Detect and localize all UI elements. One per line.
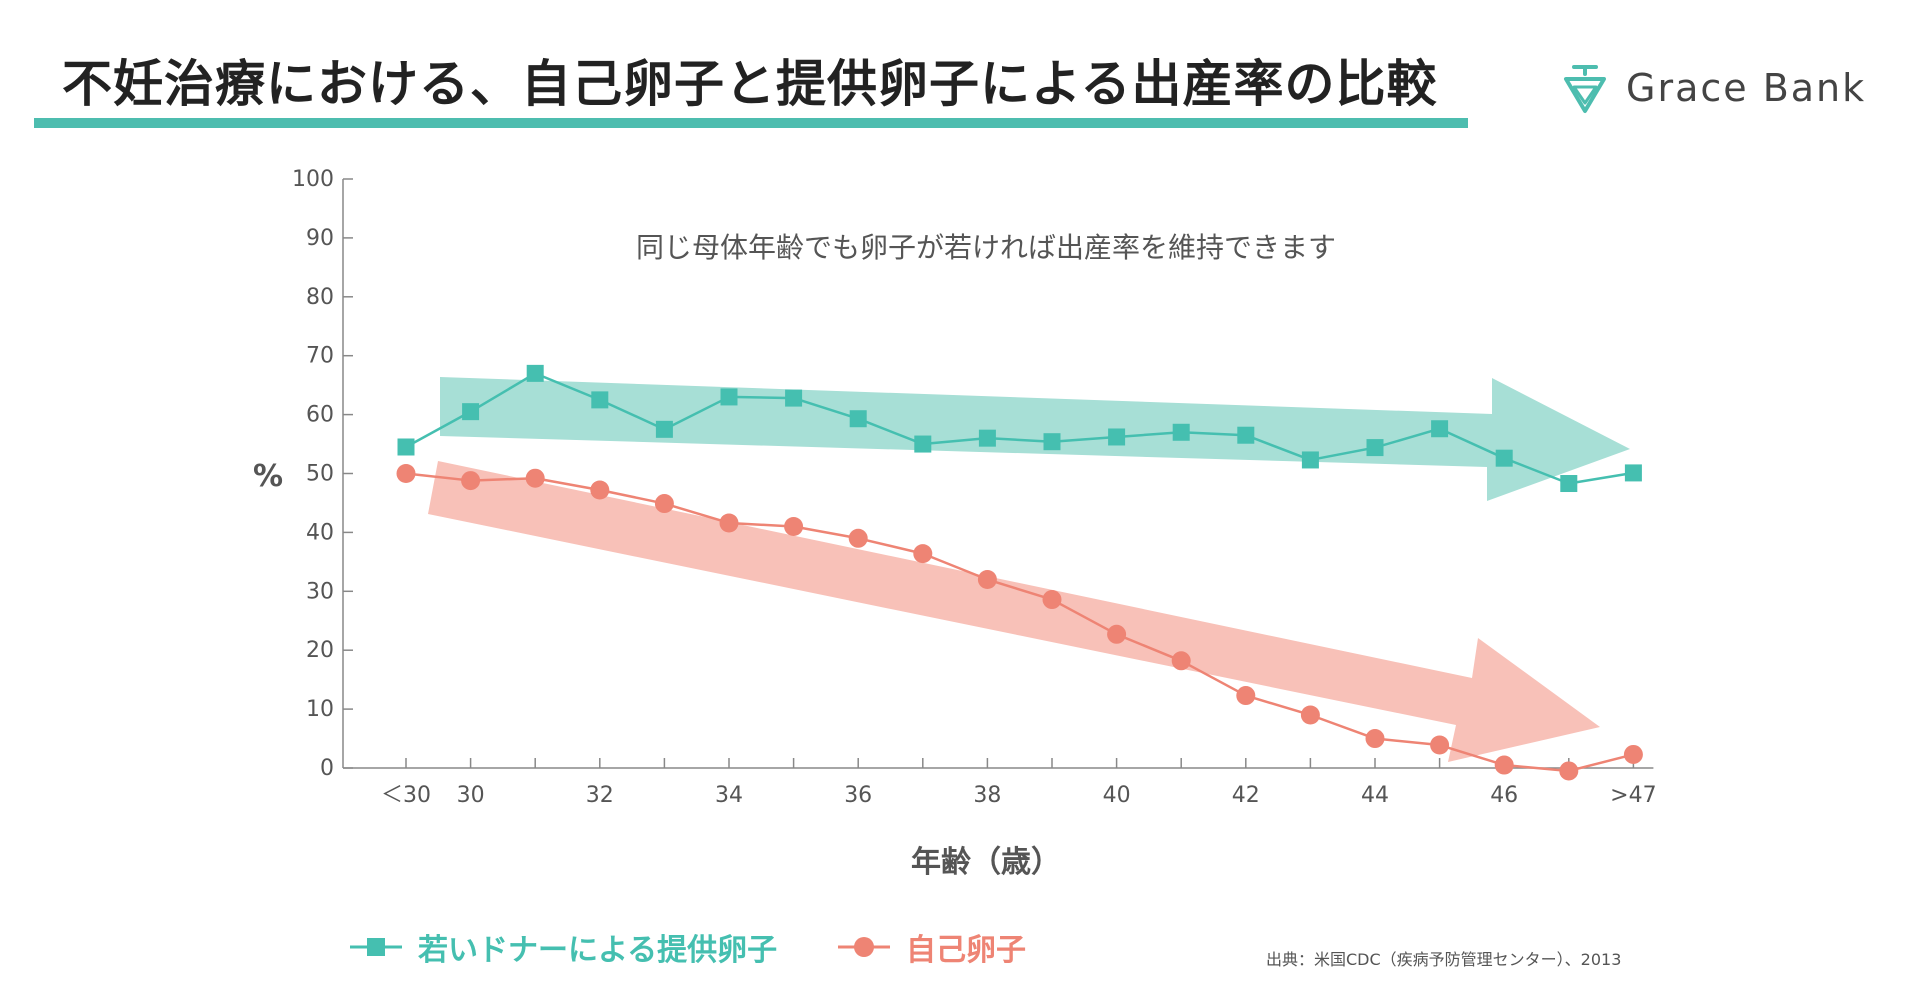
donor-data-point bbox=[720, 388, 738, 406]
own-data-point bbox=[848, 528, 868, 548]
own-data-point bbox=[590, 480, 610, 500]
donor-data-point bbox=[1237, 426, 1255, 444]
donor-data-point bbox=[978, 429, 996, 447]
donor-data-point bbox=[526, 364, 544, 382]
own-trend-arrow bbox=[428, 461, 1600, 762]
x-axis-title: 年齢（歳） bbox=[911, 845, 1061, 880]
donor-data-point bbox=[655, 420, 673, 438]
own-data-point bbox=[1623, 744, 1643, 764]
y-tick-label: 80 bbox=[306, 285, 334, 310]
donor-data-point bbox=[1043, 433, 1061, 451]
own-data-point bbox=[1430, 735, 1450, 755]
x-tick-label: 34 bbox=[715, 783, 743, 808]
source-note: 出典：米国CDC（疾病予防管理センター）、2013 bbox=[1266, 950, 1622, 969]
brand-logo[interactable]: Grace Bank bbox=[1560, 58, 1866, 118]
donor-data-point bbox=[1301, 451, 1319, 469]
series-line-donor bbox=[405, 372, 1634, 485]
own-data-point bbox=[1494, 755, 1514, 775]
own-data-point bbox=[654, 494, 674, 514]
own-data-point bbox=[1559, 761, 1579, 781]
own-data-point bbox=[525, 468, 545, 488]
y-tick-label: 10 bbox=[306, 697, 334, 722]
x-tick-label: 42 bbox=[1232, 783, 1260, 808]
y-tick-label: 40 bbox=[306, 520, 334, 545]
donor-data-point bbox=[462, 403, 480, 421]
chart-annotation: 同じ母体年齢でも卵子が若ければ出産率を維持できます bbox=[636, 231, 1336, 264]
legend-square-marker-icon bbox=[350, 938, 402, 956]
x-tick-label: 32 bbox=[586, 783, 614, 808]
donor-data-point bbox=[397, 438, 415, 456]
y-tick-label: 0 bbox=[320, 756, 334, 781]
y-tick-label: 60 bbox=[306, 403, 334, 428]
y-tick-label: 90 bbox=[306, 226, 334, 251]
own-data-point bbox=[719, 513, 739, 533]
legend-donor-label: 若いドナーによる提供卵子 bbox=[418, 933, 778, 968]
donor-data-point bbox=[849, 410, 867, 428]
own-data-point bbox=[913, 544, 933, 564]
own-data-point bbox=[784, 517, 804, 537]
y-tick-label: 70 bbox=[306, 344, 334, 369]
legend-own: 自己卵子 bbox=[836, 925, 1026, 969]
y-axis-title: % bbox=[253, 459, 283, 494]
own-data-point bbox=[1300, 705, 1320, 725]
own-data-point bbox=[461, 471, 481, 491]
donor-trend-arrow bbox=[440, 377, 1630, 501]
donor-data-point bbox=[1172, 423, 1190, 441]
x-tick-label: >47 bbox=[1610, 783, 1656, 808]
x-tick-label: 36 bbox=[844, 783, 872, 808]
own-data-point bbox=[977, 570, 997, 590]
x-tick-label: 30 bbox=[457, 783, 485, 808]
x-tick-label: 46 bbox=[1490, 783, 1518, 808]
own-data-point bbox=[1171, 651, 1191, 671]
donor-data-point bbox=[1431, 420, 1449, 438]
own-data-point bbox=[1042, 590, 1062, 610]
donor-data-point bbox=[785, 389, 803, 407]
x-tick-label: 40 bbox=[1103, 783, 1131, 808]
donor-data-point bbox=[1624, 464, 1642, 482]
x-tick-label: 38 bbox=[973, 783, 1001, 808]
own-data-point bbox=[396, 464, 416, 483]
own-data-point bbox=[1236, 686, 1256, 706]
legend-circle-marker-icon bbox=[838, 937, 890, 957]
y-tick-label: 100 bbox=[292, 167, 334, 192]
x-tick-label: 44 bbox=[1361, 783, 1389, 808]
series-line-own bbox=[405, 472, 1634, 773]
donor-data-point bbox=[1108, 428, 1126, 446]
brand-name: Grace Bank bbox=[1626, 66, 1867, 110]
legend-own-label: 自己卵子 bbox=[906, 933, 1026, 968]
donor-data-point bbox=[1366, 439, 1384, 457]
own-data-point bbox=[1107, 624, 1127, 644]
y-tick-label: 30 bbox=[306, 579, 334, 604]
title-underline bbox=[34, 118, 1468, 128]
own-data-point bbox=[1365, 729, 1385, 749]
donor-data-point bbox=[1560, 475, 1578, 493]
grace-bank-logo-icon bbox=[1564, 65, 1606, 113]
legend-donor: 若いドナーによる提供卵子 bbox=[348, 925, 777, 969]
donor-data-point bbox=[914, 435, 932, 453]
x-tick-label: ＜30 bbox=[381, 783, 431, 808]
y-tick-label: 20 bbox=[306, 638, 334, 663]
page-title: 不妊治療における、自己卵子と提供卵子による出産率の比較 bbox=[62, 55, 1438, 113]
donor-data-point bbox=[1495, 449, 1513, 467]
donor-data-point bbox=[591, 391, 609, 409]
y-tick-label: 50 bbox=[306, 462, 334, 487]
